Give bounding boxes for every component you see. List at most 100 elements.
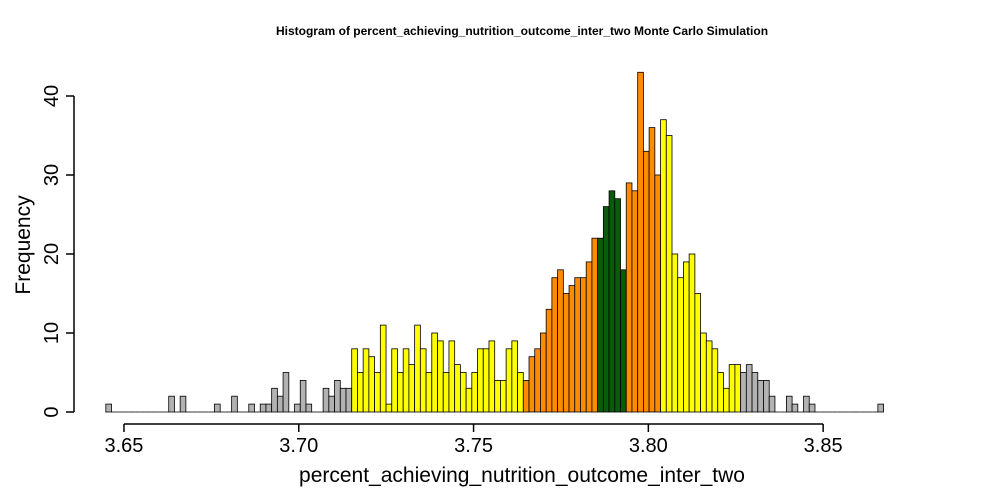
histogram-bar — [557, 269, 564, 413]
histogram-bar — [437, 340, 444, 413]
histogram-bar — [625, 182, 633, 413]
histogram-bar — [751, 372, 759, 413]
histogram-bar — [482, 348, 490, 413]
histogram-bar — [620, 269, 627, 413]
bars-group — [105, 71, 885, 413]
histogram-bar — [545, 308, 553, 413]
histogram-bar — [602, 206, 610, 413]
x-tick-label: 3.65 — [105, 435, 144, 457]
histogram-bar — [500, 379, 507, 413]
histogram-bar — [711, 348, 719, 413]
histogram-bar — [700, 332, 707, 413]
histogram-bar — [637, 71, 644, 413]
histogram-bar — [385, 403, 393, 413]
histogram-bar — [282, 372, 290, 413]
x-tick-label: 3.85 — [804, 435, 843, 457]
histogram-bar — [419, 348, 427, 413]
chart-title: Histogram of percent_achieving_nutrition… — [276, 24, 768, 38]
histogram-bar — [540, 332, 547, 413]
histogram-bar — [677, 277, 684, 413]
histogram-bar — [705, 340, 713, 413]
histogram-bar — [299, 379, 307, 413]
histogram-bar — [528, 356, 536, 413]
histogram-bar — [768, 395, 776, 413]
histogram-bar — [665, 135, 673, 413]
histogram-bar — [803, 395, 810, 413]
histogram-bar — [643, 150, 650, 413]
histogram-bar — [534, 348, 541, 413]
histogram-bar — [168, 395, 175, 413]
histogram-bar — [431, 332, 438, 413]
histogram-bar — [442, 372, 450, 413]
histogram-bar — [694, 293, 701, 413]
histogram-bar — [465, 387, 473, 413]
histogram-bar — [448, 340, 456, 413]
histogram-bar — [397, 372, 404, 413]
histogram-bar — [631, 190, 639, 413]
histogram-bar — [488, 340, 496, 413]
histogram-bar — [808, 403, 816, 413]
histogram-bar — [414, 324, 421, 413]
histogram-bar — [276, 395, 284, 413]
histogram-bar — [728, 364, 736, 413]
x-tick-label: 3.75 — [454, 435, 493, 457]
y-tick-label: 20 — [41, 243, 63, 265]
x-tick-label: 3.70 — [279, 435, 318, 457]
histogram-bar — [357, 372, 364, 413]
histogram-bar — [362, 348, 370, 413]
histogram-bar — [294, 403, 301, 413]
histogram-bar — [791, 403, 799, 413]
histogram-bar — [368, 356, 376, 413]
histogram-bar — [745, 364, 753, 413]
histogram-bar — [522, 379, 530, 413]
histogram-bar — [454, 364, 461, 413]
histogram-bar — [562, 293, 570, 413]
histogram-bar — [214, 403, 221, 413]
histogram-bar — [757, 379, 764, 413]
histogram-bar — [511, 340, 518, 413]
y-tick-label: 40 — [41, 85, 63, 107]
histogram-bar — [259, 403, 267, 413]
y-tick-label: 30 — [41, 164, 63, 186]
histogram-bar — [477, 348, 484, 413]
histogram-bar — [379, 324, 387, 413]
histogram-bar — [408, 364, 416, 413]
histogram-bar — [785, 395, 793, 413]
histogram-bar — [231, 395, 238, 413]
x-axis: 3.65 3.70 3.75 3.80 3.85 — [105, 423, 843, 457]
histogram-bar — [717, 372, 724, 413]
histogram-bar — [654, 174, 661, 413]
histogram-bar — [305, 403, 313, 413]
histogram-bar — [374, 372, 381, 413]
histogram-bar — [351, 348, 358, 413]
histogram-bar — [688, 253, 696, 413]
histogram-bar — [683, 261, 690, 413]
histogram-bar — [551, 277, 559, 413]
histogram-bar — [580, 277, 587, 413]
y-tick-label: 0 — [41, 406, 63, 417]
histogram-bar — [505, 348, 513, 413]
histogram-bar — [568, 285, 576, 413]
histogram-bar — [734, 364, 742, 413]
histogram-bar — [328, 395, 335, 413]
y-tick-label: 10 — [41, 322, 63, 344]
x-axis-label: percent_achieving_nutrition_outcome_inte… — [299, 464, 745, 487]
histogram-bar — [271, 387, 278, 413]
histogram-bar — [105, 403, 112, 413]
histogram-bar — [402, 348, 410, 413]
histogram-bar — [723, 387, 730, 413]
histogram-bar — [334, 379, 341, 413]
histogram-bar — [391, 348, 398, 413]
histogram-bar — [322, 387, 330, 413]
histogram-bar — [459, 372, 467, 413]
histogram-bar — [585, 261, 593, 413]
y-axis: 0 10 20 30 40 — [41, 85, 75, 418]
histogram-bar — [494, 379, 501, 413]
histogram-bar — [608, 190, 616, 413]
histogram-bar — [248, 403, 255, 413]
histogram-bar — [345, 387, 353, 413]
histogram-bar — [597, 237, 604, 413]
histogram-bar — [877, 403, 885, 413]
histogram-bar — [648, 127, 656, 413]
